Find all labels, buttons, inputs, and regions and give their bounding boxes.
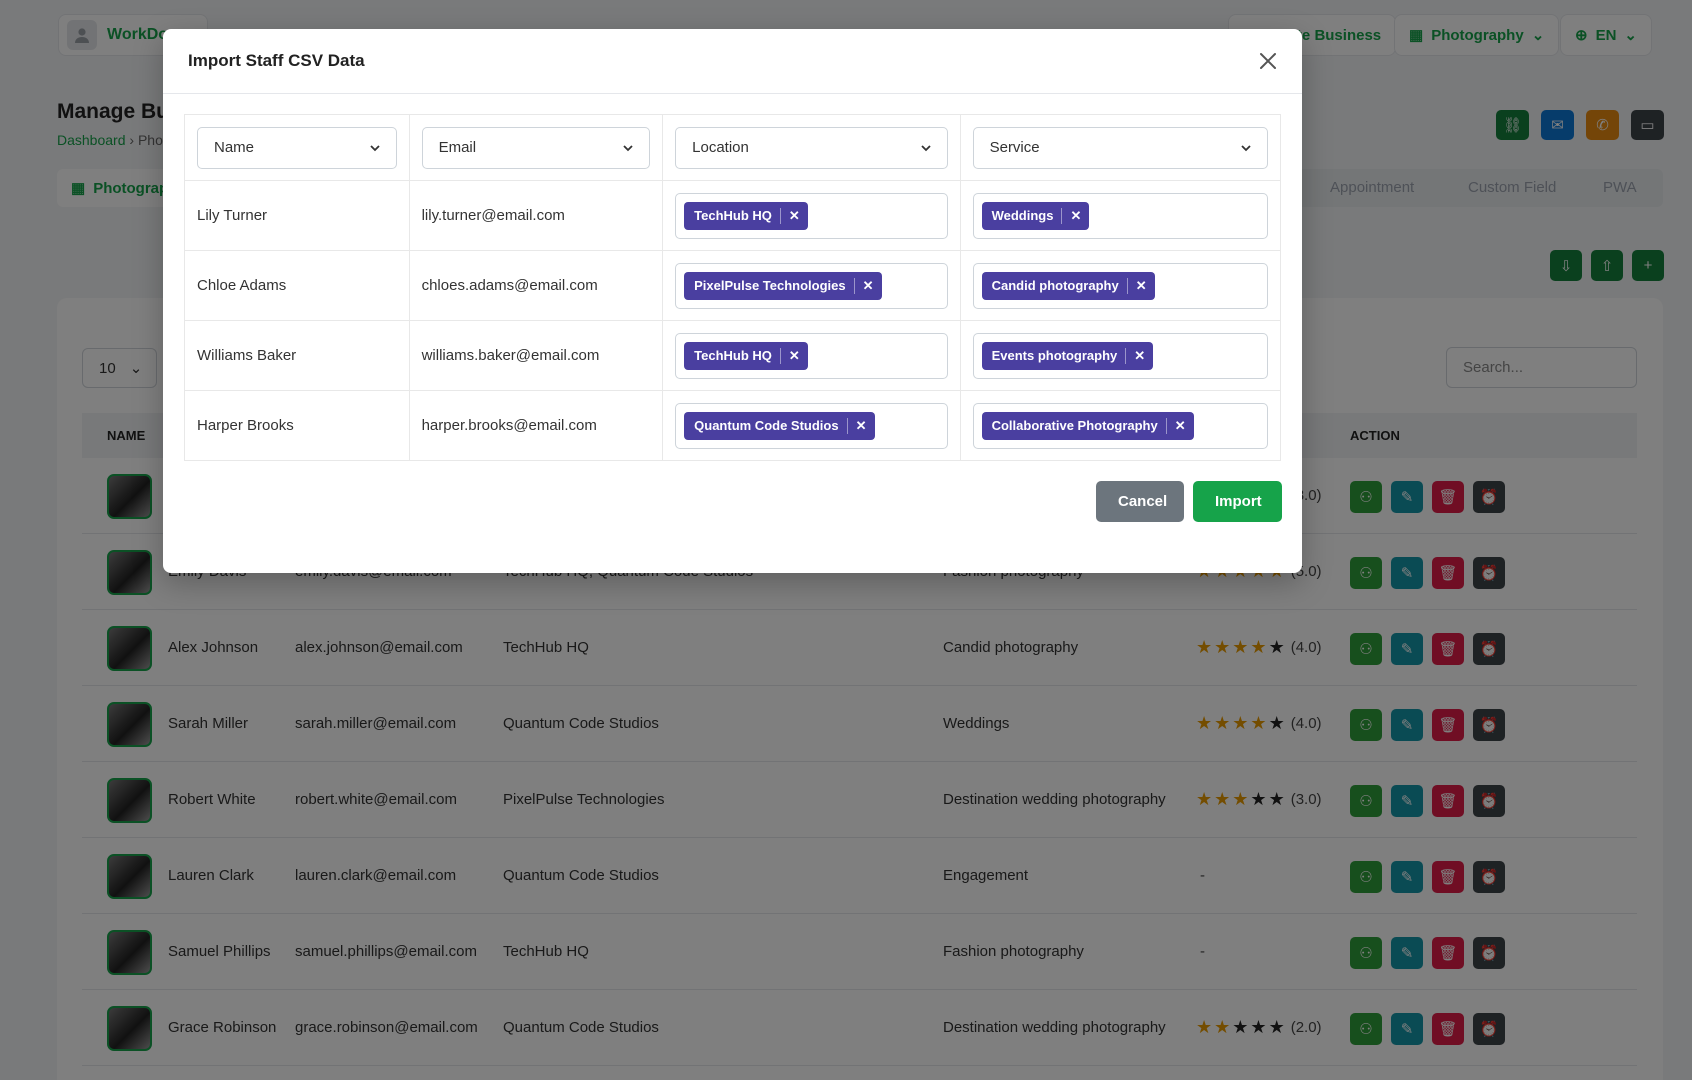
name-cell: Williams Baker xyxy=(185,321,410,390)
location-multiselect[interactable]: Quantum Code Studios ✕ xyxy=(675,402,948,449)
remove-tag-icon[interactable]: ✕ xyxy=(1126,277,1155,294)
chevron-down-icon xyxy=(920,144,931,151)
name-cell: Harper Brooks xyxy=(185,391,410,460)
service-tag: Weddings ✕ xyxy=(981,201,1090,230)
service-cell: Weddings ✕ xyxy=(961,181,1280,250)
location-multiselect[interactable]: TechHub HQ ✕ xyxy=(675,332,948,379)
location-tag: TechHub HQ ✕ xyxy=(684,341,808,370)
import-button[interactable]: Import xyxy=(1193,481,1282,522)
remove-tag-icon[interactable]: ✕ xyxy=(1061,207,1089,224)
select-value: Location xyxy=(692,139,749,156)
select-value: Service xyxy=(989,139,1040,156)
tag-label: Candid photography xyxy=(991,278,1119,293)
location-multiselect[interactable]: TechHub HQ ✕ xyxy=(675,192,948,239)
select-value: Email xyxy=(438,139,477,156)
location-column-select[interactable]: Location xyxy=(675,126,948,169)
mapping-header-row: Name Email Location Service xyxy=(185,115,1280,181)
location-cell: PixelPulse Technologies ✕ xyxy=(663,251,961,320)
close-icon[interactable] xyxy=(1256,49,1280,73)
chevron-down-icon xyxy=(369,144,380,151)
service-tag: Events photography ✕ xyxy=(981,341,1154,370)
location-column-cell: Location xyxy=(663,115,961,180)
modal-header: Import Staff CSV Data xyxy=(163,29,1302,94)
import-mapping-table: Name Email Location Service xyxy=(184,114,1281,461)
chevron-down-icon xyxy=(1241,144,1251,151)
modal-footer: Cancel Import xyxy=(1096,481,1282,522)
row-email: lily.turner@email.com xyxy=(421,207,565,224)
mapping-row: Williams Baker williams.baker@email.com … xyxy=(185,321,1280,391)
remove-tag-icon[interactable]: ✕ xyxy=(1165,417,1194,434)
name-column-cell: Name xyxy=(185,115,410,180)
service-column-select[interactable]: Service xyxy=(972,126,1268,169)
row-email: chloes.adams@email.com xyxy=(421,277,598,294)
email-cell: chloes.adams@email.com xyxy=(410,251,664,320)
remove-tag-icon[interactable]: ✕ xyxy=(779,347,808,364)
location-cell: TechHub HQ ✕ xyxy=(663,321,961,390)
mapping-rows: Lily Turner lily.turner@email.com TechHu… xyxy=(185,181,1280,460)
service-cell: Collaborative Photography ✕ xyxy=(961,391,1280,460)
mapping-row: Chloe Adams chloes.adams@email.com Pixel… xyxy=(185,251,1280,321)
mapping-row: Lily Turner lily.turner@email.com TechHu… xyxy=(185,181,1280,251)
location-tag: PixelPulse Technologies ✕ xyxy=(684,271,882,300)
location-tag: TechHub HQ ✕ xyxy=(684,201,808,230)
row-email: harper.brooks@email.com xyxy=(421,417,597,434)
row-email: williams.baker@email.com xyxy=(421,347,600,364)
service-multiselect[interactable]: Weddings ✕ xyxy=(972,192,1268,239)
remove-tag-icon[interactable]: ✕ xyxy=(853,277,882,294)
mapping-row: Harper Brooks harper.brooks@email.com Qu… xyxy=(185,391,1280,460)
service-column-cell: Service xyxy=(961,115,1280,180)
tag-label: Events photography xyxy=(991,348,1118,363)
modal-title: Import Staff CSV Data xyxy=(188,51,365,70)
remove-tag-icon[interactable]: ✕ xyxy=(1125,347,1153,364)
service-cell: Events photography ✕ xyxy=(961,321,1280,390)
name-column-select[interactable]: Name xyxy=(197,126,397,169)
service-cell: Candid photography ✕ xyxy=(961,251,1280,320)
service-multiselect[interactable]: Collaborative Photography ✕ xyxy=(972,402,1268,449)
location-tag: Quantum Code Studios ✕ xyxy=(684,411,875,440)
email-cell: williams.baker@email.com xyxy=(410,321,664,390)
remove-tag-icon[interactable]: ✕ xyxy=(846,417,875,434)
import-staff-modal: Import Staff CSV Data Name Email Locati xyxy=(163,29,1302,573)
email-column-cell: Email xyxy=(410,115,664,180)
row-name: Lily Turner xyxy=(197,207,268,224)
name-cell: Lily Turner xyxy=(185,181,410,250)
select-value: Name xyxy=(214,139,255,156)
service-tag: Collaborative Photography ✕ xyxy=(981,411,1194,440)
tag-label: Weddings xyxy=(991,208,1054,223)
location-multiselect[interactable]: PixelPulse Technologies ✕ xyxy=(675,262,948,309)
location-cell: TechHub HQ ✕ xyxy=(663,181,961,250)
tag-label: Collaborative Photography xyxy=(991,418,1158,433)
remove-tag-icon[interactable]: ✕ xyxy=(779,207,808,224)
location-cell: Quantum Code Studios ✕ xyxy=(663,391,961,460)
chevron-down-icon xyxy=(623,144,633,151)
email-cell: lily.turner@email.com xyxy=(410,181,664,250)
tag-label: Quantum Code Studios xyxy=(694,418,839,433)
row-name: Williams Baker xyxy=(197,347,297,364)
service-multiselect[interactable]: Events photography ✕ xyxy=(972,332,1268,379)
cancel-button[interactable]: Cancel xyxy=(1096,481,1184,522)
row-name: Chloe Adams xyxy=(197,277,287,294)
tag-label: TechHub HQ xyxy=(694,208,772,223)
tag-label: PixelPulse Technologies xyxy=(694,278,846,293)
tag-label: TechHub HQ xyxy=(694,348,772,363)
email-column-select[interactable]: Email xyxy=(421,126,651,169)
name-cell: Chloe Adams xyxy=(185,251,410,320)
service-multiselect[interactable]: Candid photography ✕ xyxy=(972,262,1268,309)
row-name: Harper Brooks xyxy=(197,417,294,434)
email-cell: harper.brooks@email.com xyxy=(410,391,664,460)
service-tag: Candid photography ✕ xyxy=(981,271,1155,300)
